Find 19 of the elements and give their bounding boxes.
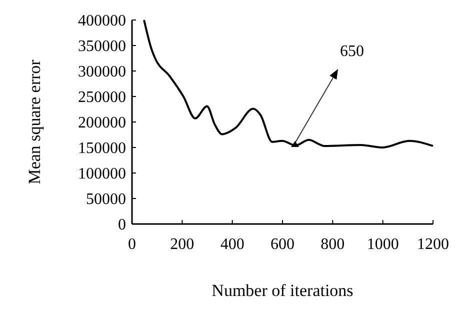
- y-tick-label: 50000: [86, 191, 126, 208]
- x-tick-label: 1200: [417, 236, 449, 253]
- annotation: 650: [340, 42, 364, 60]
- y-tick-label: 0: [118, 216, 126, 234]
- line-series: [143, 19, 434, 148]
- y-tick-label: 250000: [78, 89, 126, 106]
- y-tick-label: 400000: [78, 12, 126, 30]
- y-axis-title: Mean square error: [25, 59, 44, 184]
- y-tick-label: 350000: [78, 38, 126, 56]
- x-tick-label: 1000: [366, 236, 399, 253]
- y-tick-label: 200000: [78, 114, 126, 132]
- y-tick-label: 150000: [78, 140, 126, 158]
- x-tick-label: 200: [170, 236, 194, 253]
- y-tick-label: 100000: [78, 166, 126, 183]
- x-tick-label: 400: [220, 236, 244, 253]
- x-tick-label: 800: [320, 236, 345, 253]
- x-tick-label: 600: [270, 236, 294, 253]
- x-axis-title: Number of iterations: [212, 281, 354, 300]
- y-tick-label: 300000: [78, 64, 126, 81]
